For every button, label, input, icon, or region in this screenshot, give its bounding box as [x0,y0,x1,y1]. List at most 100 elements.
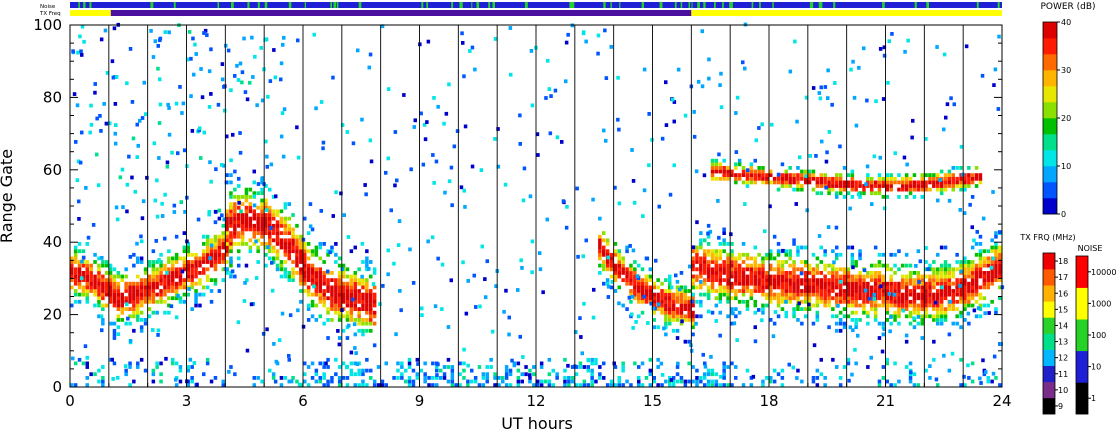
data-cell [735,95,740,100]
data-cell [873,184,878,188]
data-cell [116,271,121,275]
data-cell [924,187,928,192]
data-cell [749,278,754,282]
data-cell [128,383,132,387]
data-cell [835,292,839,297]
data-cell [463,205,467,209]
data-cell [695,274,699,279]
data-cell [633,278,637,282]
data-cell [632,200,637,205]
data-cell [100,328,104,333]
data-cell [683,299,688,304]
data-cell [446,379,451,384]
data-cell [978,176,983,181]
data-cell [97,379,101,384]
data-cell [586,365,590,369]
data-cell [85,365,89,369]
data-cell [986,281,990,286]
data-cell [784,249,788,254]
data-cell [889,274,893,279]
data-cell [244,209,249,214]
data-cell [532,365,536,369]
data-cell [462,347,466,352]
data-cell [229,231,233,235]
data-cell [753,339,758,344]
data-cell [885,289,889,293]
data-cell [881,281,886,286]
data-cell [596,33,601,38]
colorbar-tick-label: 0 [1061,210,1066,219]
data-cell [564,79,568,84]
data-cell [652,281,656,286]
data-cell [248,220,253,225]
data-cell [936,267,940,272]
data-cell [695,220,699,225]
data-cell [70,383,74,387]
data-cell [349,307,354,311]
data-cell [365,321,369,326]
data-cell [877,184,882,188]
data-cell [827,184,831,188]
data-cell [384,383,388,387]
data-cell [732,321,737,326]
data-cell [949,96,953,101]
data-cell [194,52,198,56]
data-cell [190,267,194,272]
data-cell [741,267,746,272]
data-cell [889,321,893,326]
data-cell [458,372,462,377]
data-cell [101,303,105,308]
data-cell [850,310,855,315]
data-cell [264,184,268,188]
data-cell [337,281,342,286]
data-cell [120,318,124,322]
data-cell [77,242,82,246]
data-cell [893,252,897,257]
data-cell [703,376,707,380]
data-cell [314,292,319,297]
data-cell [243,90,248,94]
data-cell [796,318,800,322]
data-cell [780,274,785,279]
data-cell [637,379,641,384]
data-cell [908,187,913,192]
data-cell [656,307,660,311]
data-cell [838,376,843,380]
data-cell [541,290,545,295]
data-cell [248,205,253,210]
data-cell [749,271,754,275]
data-cell [602,231,606,235]
data-cell [202,252,206,257]
data-cell [112,289,117,293]
data-cell [180,111,184,115]
data-cell [108,274,113,279]
data-cell [213,242,218,246]
data-cell [431,376,435,380]
noise-spike [619,2,621,8]
data-cell [209,289,214,293]
data-cell [252,191,256,196]
data-cell [520,379,524,384]
data-cell [947,278,952,282]
data-cell [349,372,354,377]
colorbar-swatch [1043,22,1057,39]
data-cell [372,296,377,301]
data-cell [745,289,750,293]
data-cell [112,361,117,366]
data-cell [480,244,484,249]
data-cell [656,299,660,304]
data-cell [924,137,928,141]
colorbar-tick-label: 30 [1061,66,1071,75]
data-cell [237,205,241,210]
data-cell [275,242,280,246]
data-cell [509,72,513,77]
data-cell [436,256,440,261]
data-cell [128,339,133,343]
colorbar-swatch [1043,70,1057,87]
data-cell [282,35,286,40]
data-cell [784,169,788,174]
data-cell [858,281,862,286]
data-cell [671,292,676,297]
data-cell [757,126,761,130]
data-cell [765,180,769,185]
